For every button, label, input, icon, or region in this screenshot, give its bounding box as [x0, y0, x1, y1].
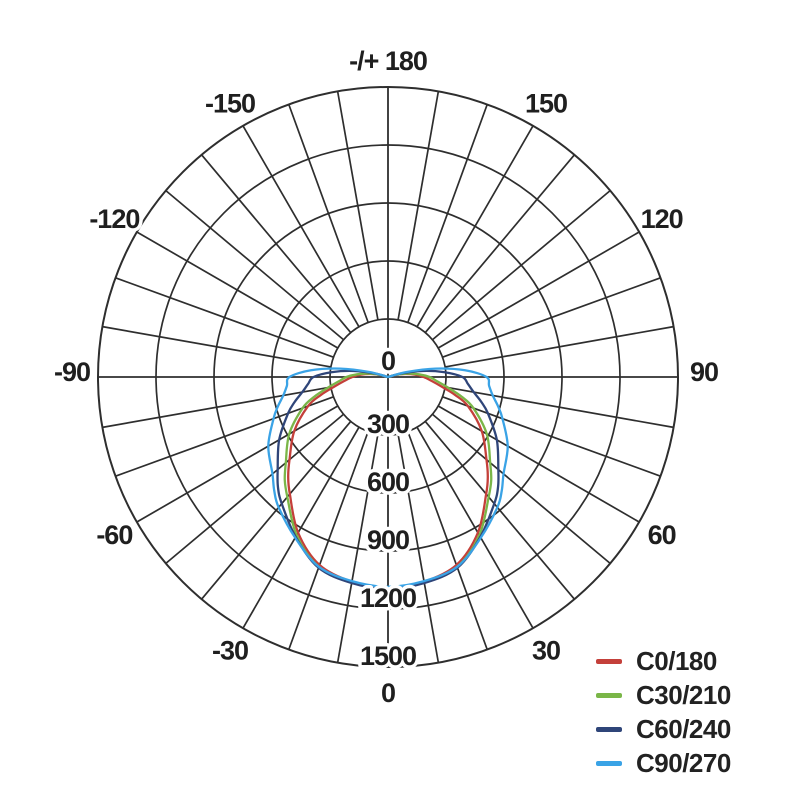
legend-item-c30-210: C30/210	[596, 678, 731, 712]
polar-grid-spoke	[416, 125, 534, 328]
polar-grid-spoke	[424, 154, 576, 334]
angle-tick-label: 120	[641, 204, 683, 234]
polar-grid-spoke	[102, 386, 332, 429]
legend-label-c60-240: C60/240	[636, 713, 731, 744]
polar-grid-spoke	[336, 91, 379, 321]
legend-swatch-c60-240	[596, 726, 622, 732]
radial-tick-label: 0	[381, 346, 395, 376]
polar-grid-spoke	[242, 125, 360, 328]
radial-tick-label: 1200	[360, 583, 416, 613]
polar-grid-spoke	[336, 433, 379, 663]
radial-tick-label: 300	[367, 409, 409, 439]
radial-tick-label: 1500	[360, 641, 416, 671]
polar-grid-spoke	[165, 189, 345, 341]
polar-grid-spoke	[437, 405, 640, 523]
polar-grid-spoke	[431, 413, 611, 565]
angle-tick-label: 90	[690, 357, 718, 387]
angle-tick-label: 150	[525, 88, 567, 118]
angle-tick-label: 0	[381, 678, 395, 708]
polar-grid-spoke	[444, 386, 674, 429]
polar-grid-spoke	[407, 431, 488, 650]
polar-grid-spoke	[102, 325, 332, 368]
polar-grid-spoke	[424, 420, 576, 600]
legend-swatch-c90-270	[596, 760, 622, 766]
polar-grid-spoke	[407, 104, 488, 323]
legend-label-c90-270: C90/270	[636, 747, 731, 778]
legend-swatch-c0-180	[596, 658, 622, 664]
polar-grid-spoke	[444, 325, 674, 368]
legend-label-c0-180: C0/180	[636, 645, 717, 676]
legend-swatch-c30-210	[596, 692, 622, 698]
radial-tick-label: 600	[367, 467, 409, 497]
polar-grid-spoke	[200, 420, 352, 600]
polar-grid-spoke	[397, 433, 440, 663]
polar-grid-spoke	[442, 277, 661, 358]
legend-label-c30-210: C30/210	[636, 679, 731, 710]
polar-grid-spoke	[200, 154, 352, 334]
legend-item-c0-180: C0/180	[596, 644, 731, 678]
angle-tick-label: -120	[89, 204, 139, 234]
legend: C0/180 C30/210 C60/240 C90/270	[596, 644, 731, 780]
polar-grid-spoke	[136, 405, 339, 523]
angle-tick-label: -30	[212, 636, 248, 666]
angle-tick-label: 60	[648, 520, 676, 550]
angle-tick-label: -60	[96, 520, 132, 550]
polar-grid-spoke	[437, 231, 640, 349]
polar-grid-spoke	[442, 396, 661, 477]
angle-tick-label: -/+ 180	[349, 46, 427, 76]
polar-grid-spoke	[136, 231, 339, 349]
legend-item-c60-240: C60/240	[596, 712, 731, 746]
polar-grid-spoke	[242, 426, 360, 629]
polar-grid-spoke	[288, 104, 369, 323]
angle-tick-label: -150	[205, 88, 255, 118]
polar-grid-spoke	[431, 189, 611, 341]
series-curve-c60-240	[276, 369, 500, 590]
polar-grid-spoke	[115, 277, 334, 358]
polar-grid-spoke	[416, 426, 534, 629]
legend-item-c90-270: C90/270	[596, 746, 731, 780]
polar-grid-spoke	[165, 413, 345, 565]
polar-grid-spoke	[115, 396, 334, 477]
polar-grid-spoke	[288, 431, 369, 650]
angle-tick-label: 30	[532, 636, 560, 666]
radial-tick-label: 900	[367, 525, 409, 555]
series-curve-c90-270	[267, 367, 509, 588]
angle-tick-label: -90	[54, 357, 90, 387]
polar-grid-spoke	[397, 91, 440, 321]
